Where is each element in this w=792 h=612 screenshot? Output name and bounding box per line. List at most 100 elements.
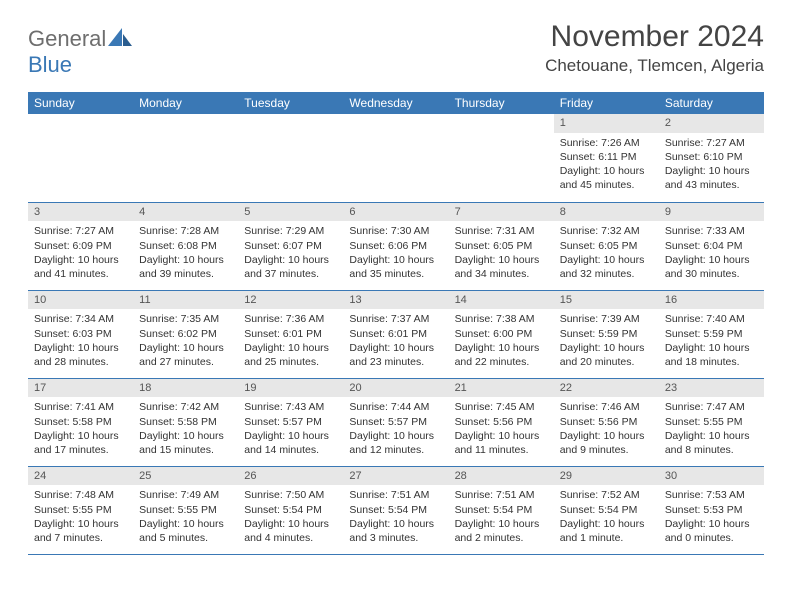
day-content: Sunrise: 7:48 AMSunset: 5:55 PMDaylight:… <box>28 485 133 549</box>
calendar-table: Sunday Monday Tuesday Wednesday Thursday… <box>28 92 764 555</box>
calendar-day-cell: 22Sunrise: 7:46 AMSunset: 5:56 PMDayligh… <box>554 378 659 466</box>
sunrise-text: Sunrise: 7:44 AM <box>349 400 442 414</box>
sunset-text: Sunset: 5:57 PM <box>244 415 337 429</box>
sunset-text: Sunset: 5:56 PM <box>560 415 653 429</box>
sunrise-text: Sunrise: 7:37 AM <box>349 312 442 326</box>
sunset-text: Sunset: 6:05 PM <box>455 239 548 253</box>
daylight-text: Daylight: 10 hours and 41 minutes. <box>34 253 127 281</box>
day-content: Sunrise: 7:39 AMSunset: 5:59 PMDaylight:… <box>554 309 659 373</box>
day-content <box>28 133 133 140</box>
calendar-day-cell <box>28 114 133 202</box>
sunset-text: Sunset: 6:11 PM <box>560 150 653 164</box>
day-content: Sunrise: 7:53 AMSunset: 5:53 PMDaylight:… <box>659 485 764 549</box>
day-number: 21 <box>449 379 554 398</box>
day-content: Sunrise: 7:32 AMSunset: 6:05 PMDaylight:… <box>554 221 659 285</box>
calendar-day-cell: 18Sunrise: 7:42 AMSunset: 5:58 PMDayligh… <box>133 378 238 466</box>
day-number: 13 <box>343 291 448 310</box>
month-title: November 2024 <box>545 20 764 54</box>
day-number <box>238 114 343 133</box>
day-content: Sunrise: 7:50 AMSunset: 5:54 PMDaylight:… <box>238 485 343 549</box>
sunset-text: Sunset: 5:58 PM <box>139 415 232 429</box>
sunrise-text: Sunrise: 7:33 AM <box>665 224 758 238</box>
daylight-text: Daylight: 10 hours and 20 minutes. <box>560 341 653 369</box>
daylight-text: Daylight: 10 hours and 37 minutes. <box>244 253 337 281</box>
weekday-header-row: Sunday Monday Tuesday Wednesday Thursday… <box>28 92 764 114</box>
sunrise-text: Sunrise: 7:53 AM <box>665 488 758 502</box>
logo-word-general: General <box>28 26 106 51</box>
day-content <box>238 133 343 140</box>
sunset-text: Sunset: 5:59 PM <box>560 327 653 341</box>
daylight-text: Daylight: 10 hours and 12 minutes. <box>349 429 442 457</box>
sunset-text: Sunset: 5:59 PM <box>665 327 758 341</box>
day-content: Sunrise: 7:31 AMSunset: 6:05 PMDaylight:… <box>449 221 554 285</box>
sunrise-text: Sunrise: 7:35 AM <box>139 312 232 326</box>
day-number: 17 <box>28 379 133 398</box>
sunset-text: Sunset: 5:58 PM <box>34 415 127 429</box>
sunset-text: Sunset: 6:07 PM <box>244 239 337 253</box>
daylight-text: Daylight: 10 hours and 35 minutes. <box>349 253 442 281</box>
day-content: Sunrise: 7:30 AMSunset: 6:06 PMDaylight:… <box>343 221 448 285</box>
sunset-text: Sunset: 6:03 PM <box>34 327 127 341</box>
sunset-text: Sunset: 5:54 PM <box>244 503 337 517</box>
calendar-page: General Blue November 2024 Chetouane, Tl… <box>0 0 792 575</box>
sunrise-text: Sunrise: 7:52 AM <box>560 488 653 502</box>
daylight-text: Daylight: 10 hours and 7 minutes. <box>34 517 127 545</box>
calendar-day-cell: 17Sunrise: 7:41 AMSunset: 5:58 PMDayligh… <box>28 378 133 466</box>
calendar-day-cell: 10Sunrise: 7:34 AMSunset: 6:03 PMDayligh… <box>28 290 133 378</box>
sunrise-text: Sunrise: 7:46 AM <box>560 400 653 414</box>
daylight-text: Daylight: 10 hours and 5 minutes. <box>139 517 232 545</box>
calendar-day-cell: 4Sunrise: 7:28 AMSunset: 6:08 PMDaylight… <box>133 202 238 290</box>
calendar-day-cell <box>449 114 554 202</box>
day-content: Sunrise: 7:51 AMSunset: 5:54 PMDaylight:… <box>343 485 448 549</box>
calendar-week-row: 10 Sunrise: 7:34 AMSunset: 6:03 PM Dayligh… <box>28 290 764 378</box>
sunrise-text: Sunrise: 7:47 AM <box>665 400 758 414</box>
calendar-day-cell: 2Sunrise: 7:27 AMSunset: 6:10 PMDaylight… <box>659 114 764 202</box>
daylight-text: Daylight: 10 hours and 39 minutes. <box>139 253 232 281</box>
calendar-day-cell: 16Sunrise: 7:40 AMSunset: 5:59 PMDayligh… <box>659 290 764 378</box>
logo-word-blue: Blue <box>28 52 72 77</box>
weekday-header: Saturday <box>659 92 764 114</box>
calendar-day-cell: 6Sunrise: 7:30 AMSunset: 6:06 PMDaylight… <box>343 202 448 290</box>
day-content: Sunrise: 7:52 AMSunset: 5:54 PMDaylight:… <box>554 485 659 549</box>
calendar-day-cell: 20Sunrise: 7:44 AMSunset: 5:57 PMDayligh… <box>343 378 448 466</box>
daylight-text: Daylight: 10 hours and 32 minutes. <box>560 253 653 281</box>
day-content: Sunrise: 7:40 AMSunset: 5:59 PMDaylight:… <box>659 309 764 373</box>
sunset-text: Sunset: 6:01 PM <box>349 327 442 341</box>
day-number: 29 <box>554 467 659 486</box>
day-content: Sunrise: 7:51 AMSunset: 5:54 PMDaylight:… <box>449 485 554 549</box>
sunrise-text: Sunrise: 7:51 AM <box>349 488 442 502</box>
logo-sail-icon <box>108 28 132 46</box>
calendar-day-cell: 19Sunrise: 7:43 AMSunset: 5:57 PMDayligh… <box>238 378 343 466</box>
page-header: General Blue November 2024 Chetouane, Tl… <box>28 20 764 78</box>
day-number <box>28 114 133 133</box>
day-content: Sunrise: 7:28 AMSunset: 6:08 PMDaylight:… <box>133 221 238 285</box>
calendar-day-cell: 29Sunrise: 7:52 AMSunset: 5:54 PMDayligh… <box>554 466 659 554</box>
sunrise-text: Sunrise: 7:45 AM <box>455 400 548 414</box>
daylight-text: Daylight: 10 hours and 22 minutes. <box>455 341 548 369</box>
sunrise-text: Sunrise: 7:39 AM <box>560 312 653 326</box>
daylight-text: Daylight: 10 hours and 11 minutes. <box>455 429 548 457</box>
daylight-text: Daylight: 10 hours and 2 minutes. <box>455 517 548 545</box>
day-number: 3 <box>28 203 133 222</box>
sunrise-text: Sunrise: 7:34 AM <box>34 312 127 326</box>
daylight-text: Daylight: 10 hours and 17 minutes. <box>34 429 127 457</box>
weekday-header: Monday <box>133 92 238 114</box>
day-number: 19 <box>238 379 343 398</box>
day-content: Sunrise: 7:27 AMSunset: 6:09 PMDaylight:… <box>28 221 133 285</box>
daylight-text: Daylight: 10 hours and 43 minutes. <box>665 164 758 192</box>
sunset-text: Sunset: 6:05 PM <box>560 239 653 253</box>
calendar-day-cell <box>133 114 238 202</box>
sunrise-text: Sunrise: 7:48 AM <box>34 488 127 502</box>
day-number <box>343 114 448 133</box>
calendar-week-row: 1Sunrise: 7:26 AMSunset: 6:11 PMDaylight… <box>28 114 764 202</box>
day-content: Sunrise: 7:42 AMSunset: 5:58 PMDaylight:… <box>133 397 238 461</box>
day-content: Sunrise: 7:38 AMSunset: 6:00 PMDaylight:… <box>449 309 554 373</box>
sunrise-text: Sunrise: 7:32 AM <box>560 224 653 238</box>
day-number: 10 <box>28 291 133 310</box>
calendar-day-cell: 26Sunrise: 7:50 AMSunset: 5:54 PMDayligh… <box>238 466 343 554</box>
daylight-text: Daylight: 10 hours and 4 minutes. <box>244 517 337 545</box>
calendar-day-cell <box>343 114 448 202</box>
calendar-week-row: 24Sunrise: 7:48 AMSunset: 5:55 PMDayligh… <box>28 466 764 554</box>
day-number: 30 <box>659 467 764 486</box>
day-content: Sunrise: 7:41 AMSunset: 5:58 PMDaylight:… <box>28 397 133 461</box>
